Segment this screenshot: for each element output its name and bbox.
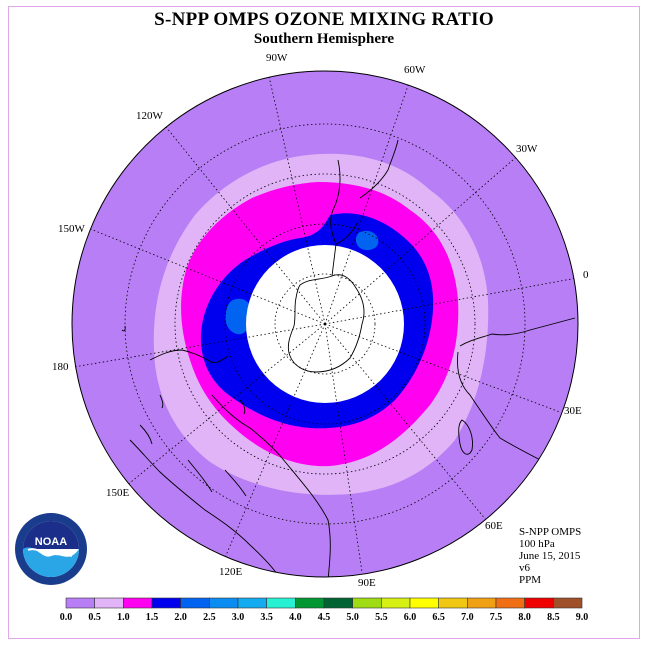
- lon-label-120w: 120W: [136, 110, 164, 122]
- colorbar-swatch: [94, 597, 124, 609]
- colorbar-swatch: [524, 597, 554, 609]
- colorbar-tick-label: 0.0: [60, 612, 73, 623]
- map-border: [71, 70, 579, 578]
- colorbar-tick-label: 1.5: [146, 612, 159, 623]
- colorbar-tick-label: 6.5: [432, 612, 445, 623]
- lon-label-120e: 120E: [219, 566, 243, 578]
- ozone-blob-2.0-2.5-b: [225, 298, 252, 335]
- lon-label-150e: 150E: [106, 487, 130, 499]
- colorbar-tick-label: 0.5: [88, 612, 101, 623]
- lon-label-90e: 90E: [358, 577, 376, 589]
- colorbar-swatch: [237, 597, 267, 609]
- colorbar-swatch: [438, 597, 468, 609]
- product-info: S-NPP OMPS 100 hPa June 15, 2015 v6 PPM: [519, 526, 581, 586]
- colorbar-tick-label: 7.5: [490, 612, 503, 623]
- lon-label-180: 180: [52, 361, 69, 373]
- noaa-logo: NOAA: [15, 513, 87, 585]
- colorbar-swatch: [409, 597, 439, 609]
- colorbar-swatch: [123, 597, 153, 609]
- colorbar-swatch: [180, 597, 210, 609]
- info-date: June 15, 2015: [519, 550, 581, 562]
- colorbar-tick-label: 2.5: [203, 612, 216, 623]
- colorbar-tick-label: 2.0: [174, 612, 187, 623]
- lon-label-30e: 30E: [564, 405, 582, 417]
- lon-label-150w: 150W: [58, 223, 86, 235]
- colorbar-tick-label: 3.0: [232, 612, 245, 623]
- colorbar-swatch: [381, 597, 411, 609]
- colorbar-tick-label: 9.0: [576, 612, 589, 623]
- colorbar-swatch: [495, 597, 525, 609]
- colorbar-swatch: [65, 597, 95, 609]
- colorbar-swatch: [209, 597, 239, 609]
- lon-label-60w: 60W: [404, 64, 426, 76]
- colorbar-swatch: [553, 597, 583, 609]
- colorbar-tick-label: 6.0: [404, 612, 417, 623]
- lon-label-90w: 90W: [266, 52, 288, 64]
- antarctica-coastline: [287, 243, 365, 373]
- plot-frame: [8, 6, 640, 639]
- colorbar-tick-label: 4.5: [318, 612, 331, 623]
- lon-label-0: 0: [583, 269, 589, 281]
- colorbar-tick-label: 3.5: [260, 612, 273, 623]
- info-units: PPM: [519, 574, 542, 586]
- page-subtitle: Southern Hemisphere: [253, 31, 395, 47]
- colorbar-tick-label: 4.0: [289, 612, 302, 623]
- info-level: 100 hPa: [519, 538, 555, 550]
- colorbar-swatch: [352, 597, 382, 609]
- colorbar-swatch: [323, 597, 353, 609]
- colorbar-swatch: [467, 597, 497, 609]
- colorbar-swatch: [295, 597, 325, 609]
- colorbar-tick-label: 1.0: [117, 612, 130, 623]
- colorbar-tick-label: 8.0: [518, 612, 531, 623]
- info-product: S-NPP OMPS: [519, 526, 582, 538]
- graticule: [73, 71, 578, 573]
- lon-label-30w: 30W: [516, 143, 538, 155]
- lon-label-60e: 60E: [485, 520, 503, 532]
- colorbar-tick-label: 8.5: [547, 612, 560, 623]
- colorbar-tick-label: 5.0: [346, 612, 359, 623]
- page-title: S-NPP OMPS OZONE MIXING RATIO: [154, 9, 494, 30]
- colorbar-swatch: [266, 597, 296, 609]
- info-version: v6: [519, 562, 530, 574]
- logo-text: NOAA: [35, 536, 67, 548]
- colorbar-swatch: [151, 597, 181, 609]
- coastlines: [121, 139, 576, 577]
- colorbar-tick-label: 5.5: [375, 612, 388, 623]
- colorbar-tick-label: 7.0: [461, 612, 474, 623]
